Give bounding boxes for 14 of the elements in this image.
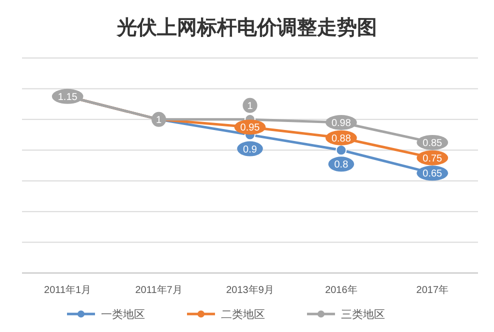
chart-title: 光伏上网标杆电价调整走势图 xyxy=(116,17,377,39)
x-tick-label: 2011年7月 xyxy=(135,284,182,296)
legend-label: 三类地区 xyxy=(341,308,385,321)
x-tick-label: 2016年 xyxy=(325,284,358,296)
x-tick-label: 2013年9月 xyxy=(226,284,274,296)
data-label: 0.9 xyxy=(243,144,258,156)
legend-label: 一类地区 xyxy=(101,308,145,321)
data-label: 1 xyxy=(247,100,254,112)
data-label: 0.8 xyxy=(334,160,349,171)
legend-label: 二类地区 xyxy=(221,308,265,321)
x-tick-label: 2011年1月 xyxy=(44,284,92,296)
point xyxy=(336,144,347,156)
x-tick-label: 2017年 xyxy=(416,284,449,296)
data-label: 1 xyxy=(156,114,162,126)
